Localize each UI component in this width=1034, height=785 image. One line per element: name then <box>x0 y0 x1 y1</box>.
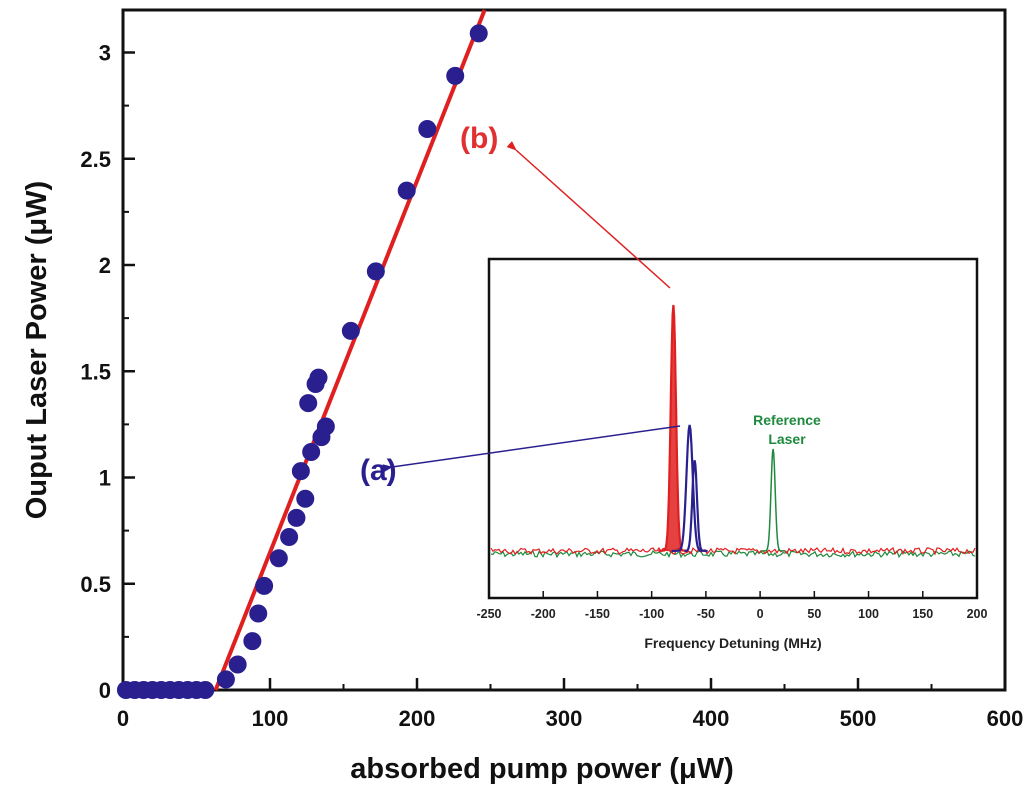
inset-plot-frame <box>487 257 979 600</box>
data-point <box>397 181 416 200</box>
x-tick-label: 600 <box>987 706 1024 731</box>
inset-x-tick-label: 150 <box>912 607 933 621</box>
data-point <box>446 66 465 85</box>
inset-x-tick-label: 100 <box>858 607 879 621</box>
data-point <box>280 528 299 546</box>
x-tick-label: 100 <box>252 706 289 731</box>
inset-spectra <box>490 304 976 559</box>
data-point <box>269 549 288 568</box>
data-point <box>255 576 274 595</box>
annotation-a: (a) <box>360 454 397 487</box>
data-point <box>341 321 360 340</box>
arrow-a <box>382 425 681 473</box>
annotation-b: (b) <box>460 122 498 155</box>
inset-x-tick-label: -100 <box>639 607 664 621</box>
data-point <box>249 604 268 623</box>
inset-x-tick-label: -150 <box>585 607 610 621</box>
y-tick-label: 3 <box>99 41 111 66</box>
y-tick-label: 1.5 <box>80 359 111 384</box>
data-point <box>316 417 335 436</box>
data-point <box>366 262 385 281</box>
x-tick-label: 200 <box>399 706 436 731</box>
inset-x-tick-label: 200 <box>967 607 988 621</box>
data-point <box>291 462 310 481</box>
inset-baseline-noise <box>490 546 976 556</box>
arrow-b <box>506 141 671 289</box>
reference-laser-label-line2: Laser <box>768 431 806 447</box>
inset-x-tick-label: 50 <box>807 607 821 621</box>
data-point <box>309 368 328 387</box>
y-tick-label: 2.5 <box>80 147 111 172</box>
x-tick-label: 300 <box>546 706 583 731</box>
inset-x-axis-title: Frequency Detuning (MHz) <box>644 635 821 651</box>
x-tick-label: 500 <box>840 706 877 731</box>
inset-x-tick-label: -200 <box>531 607 556 621</box>
y-tick-label: 1 <box>99 466 111 491</box>
y-tick-label: 0.5 <box>80 572 111 597</box>
inset-x-axis: -250 -200 -150 -100 -50 0 50 100 150 200 <box>476 591 987 621</box>
y-axis-title: Ouput Laser Power (μW) <box>21 181 53 519</box>
data-point <box>302 443 321 461</box>
inset-spectrum-peak <box>761 448 786 552</box>
reference-laser-label-line1: Reference <box>753 412 821 428</box>
inset-x-tick-label: 0 <box>757 607 764 621</box>
inset-x-tick-label: -50 <box>697 607 715 621</box>
data-point <box>469 24 488 43</box>
y-tick-label: 2 <box>99 253 111 278</box>
data-point <box>418 120 437 138</box>
inset-x-tick-label: -250 <box>476 607 501 621</box>
main-x-axis: 0 100 200 300 400 500 600 <box>117 678 1023 731</box>
inset-spectrum-peak <box>658 304 689 553</box>
data-point <box>216 670 235 689</box>
main-y-axis: 0 0.5 1 1.5 2 2.5 3 <box>80 41 135 703</box>
data-point <box>228 655 247 674</box>
linear-fit-line <box>213 9 487 691</box>
y-tick-label: 0 <box>99 678 111 703</box>
data-points <box>116 24 488 699</box>
x-tick-label: 0 <box>117 706 129 731</box>
x-tick-label: 400 <box>693 706 730 731</box>
data-point <box>287 508 306 527</box>
data-point <box>196 681 215 699</box>
data-point <box>299 394 318 413</box>
x-axis-title: absorbed pump power (μW) <box>350 753 733 785</box>
data-point <box>296 489 315 508</box>
inset-spectrum-shoulder <box>684 460 704 553</box>
inset-spectrum-peak <box>671 424 708 553</box>
data-point <box>243 632 262 651</box>
